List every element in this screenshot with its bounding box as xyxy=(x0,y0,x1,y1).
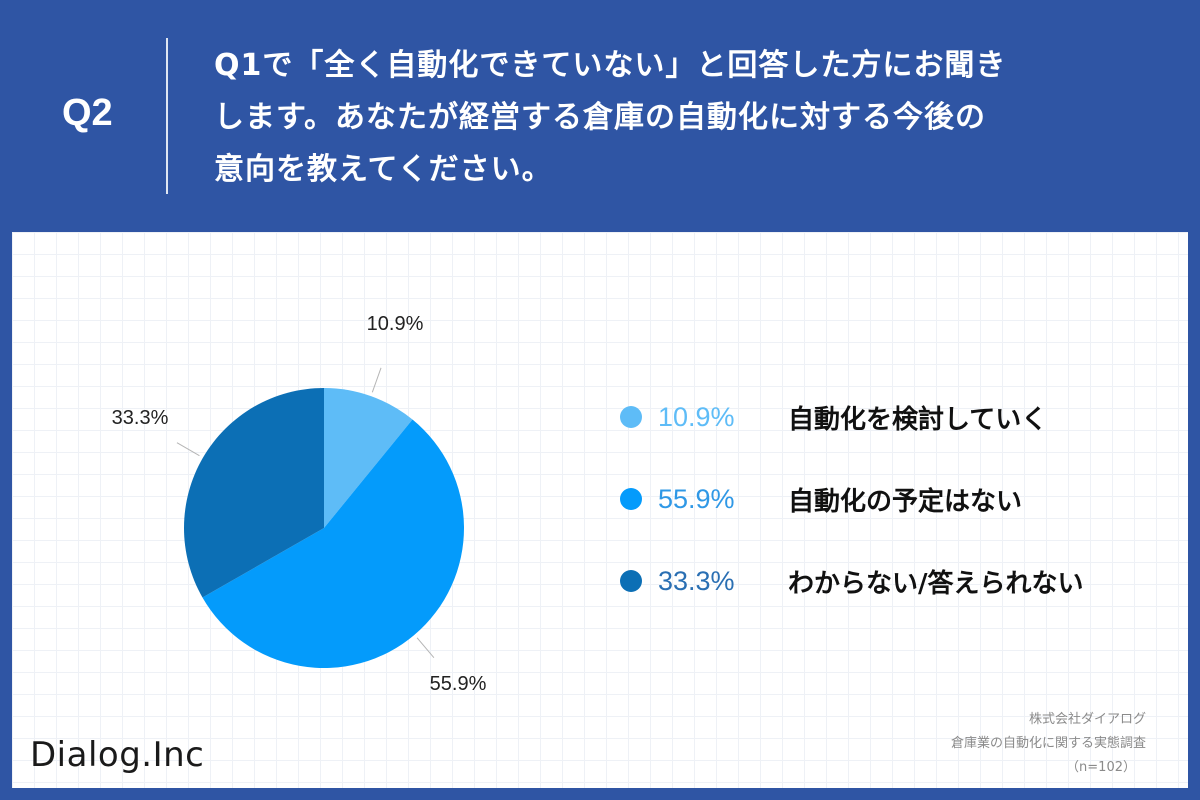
legend-dot-3 xyxy=(620,570,642,592)
legend-pct-2: 55.9% xyxy=(658,483,735,514)
legend-label-2: 自動化の予定はない xyxy=(788,486,1023,517)
question-line-3: 意向を教えてください。 xyxy=(214,152,553,187)
source-sample-size: （n=102） xyxy=(1066,760,1136,775)
legend-item-3: 33.3% わからない/答えられない xyxy=(620,559,1180,603)
question-line-1: Q1で「全く自動化できていない」と回答した方にお聞き xyxy=(214,48,1007,83)
pie-label-1: 10.9% xyxy=(367,313,424,335)
pie-slice-2 xyxy=(202,419,465,669)
legend-label-3: わからない/答えられない xyxy=(788,568,1084,599)
legend-item-1: 10.9% 自動化を検討していく xyxy=(620,395,1180,439)
leader-line-2 xyxy=(416,637,435,659)
legend-pct-1: 10.9% xyxy=(658,401,735,432)
pie-slices xyxy=(184,388,465,669)
source-note: 株式会社ダイアログ 倉庫業の自動化に関する実態調査 （n=102） xyxy=(846,708,1146,780)
question-text: Q1で「全く自動化できていない」と回答した方にお聞き します。あなたが経営する倉… xyxy=(214,40,1134,196)
header-banner: Q2 Q1で「全く自動化できていない」と回答した方にお聞き します。あなたが経営… xyxy=(0,0,1200,228)
source-survey: 倉庫業の自動化に関する実態調査 xyxy=(950,736,1146,751)
pie-leader-lines xyxy=(176,367,435,659)
company-logo: Dialog.Inc xyxy=(30,735,205,775)
legend-dot-2 xyxy=(620,488,642,510)
leader-line-3 xyxy=(176,442,200,457)
pie-label-3: 33.3% xyxy=(112,407,169,429)
pie-slice-3 xyxy=(184,388,324,598)
legend-dot-1 xyxy=(620,406,642,428)
legend-pct-3: 33.3% xyxy=(658,565,735,596)
legend-label-1: 自動化を検討していく xyxy=(788,404,1048,435)
question-line-2: します。あなたが経営する倉庫の自動化に対する今後の xyxy=(214,100,986,135)
header-divider xyxy=(166,38,168,194)
pie-slice-1 xyxy=(324,388,413,528)
legend-item-2: 55.9% 自動化の予定はない xyxy=(620,477,1180,521)
pie-value-labels: 10.9% 55.9% 33.3% xyxy=(112,313,487,695)
pie-label-2: 55.9% xyxy=(430,673,487,695)
leader-line-1 xyxy=(371,367,382,393)
question-number: Q2 xyxy=(62,92,113,134)
source-company: 株式会社ダイアログ xyxy=(1028,712,1146,727)
